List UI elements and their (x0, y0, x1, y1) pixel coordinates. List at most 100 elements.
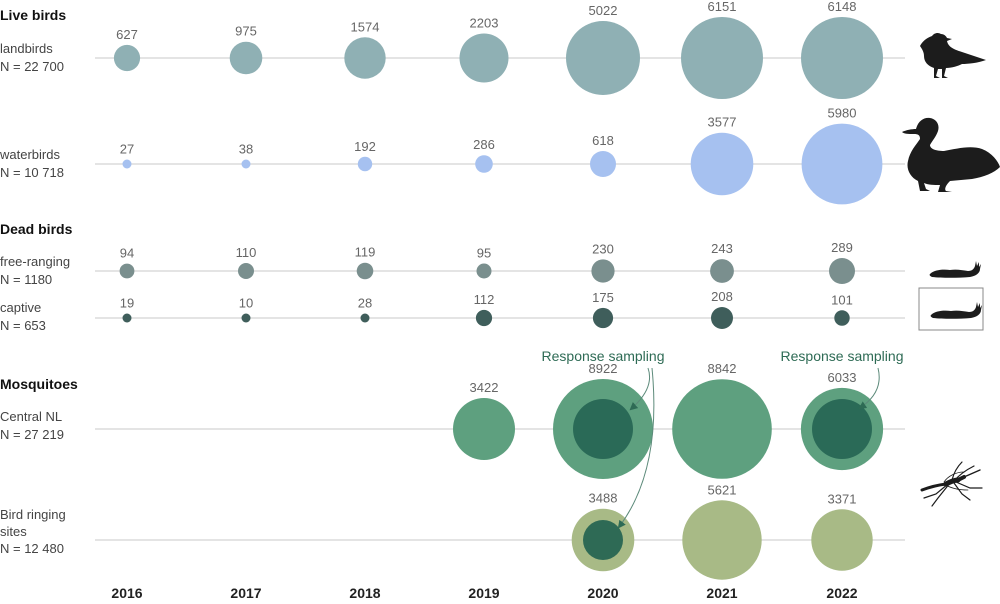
row-label-bird-ringing-sites: sites (0, 524, 27, 539)
bubble-free-ranging-2018 (356, 262, 374, 280)
row-n-bird-ringing: N = 12 480 (0, 541, 64, 556)
value-label-waterbirds-2019: 286 (473, 137, 495, 152)
bubble-landbirds-2022 (801, 17, 883, 99)
bubble-landbirds-2017 (229, 41, 263, 75)
value-label-captive-2017: 10 (239, 296, 253, 311)
bubble-landbirds-2019 (459, 33, 509, 83)
row-n-waterbirds: N = 10 718 (0, 165, 64, 180)
row-label-landbirds: landbirds (0, 41, 53, 56)
value-label-landbirds-2016: 627 (116, 27, 138, 42)
value-label-waterbirds-2018: 192 (354, 139, 376, 154)
row-label-waterbirds: waterbirds (0, 147, 60, 162)
year-label-2020: 2020 (587, 585, 618, 601)
group-title-mosquitoes: Mosquitoes (0, 376, 78, 392)
year-label-2016: 2016 (111, 585, 142, 601)
value-label-captive-2022: 101 (831, 292, 853, 307)
duck-icon (902, 117, 1000, 192)
bubbles-layer: 627 975 1574 2203 5022 6151 6148 27 38 192 286 618 3… (113, 0, 884, 580)
value-label-free-ranging-2018: 119 (355, 245, 376, 260)
value-label-waterbirds-2021: 3577 (708, 115, 737, 130)
bubble-captive-2019 (475, 309, 493, 327)
annotation-arrow-central-2020 (629, 367, 651, 411)
value-label-waterbirds-2022: 5980 (828, 106, 857, 121)
bubble-free-ranging-2021 (710, 259, 734, 283)
value-label-central-nl-2022: 6033 (828, 370, 857, 385)
bubble-waterbirds-2018 (357, 156, 373, 172)
dead-bird-icon (929, 261, 981, 278)
bubble-captive-2022 (834, 310, 850, 326)
bubble-bird-ringing-2022 (811, 509, 873, 571)
bubble-free-ranging-2017 (238, 263, 254, 279)
annotation-arrow-central-2022 (858, 367, 880, 410)
value-label-landbirds-2022: 6148 (828, 0, 857, 14)
value-label-bird-ringing-2021: 5621 (708, 482, 737, 497)
mosquito-icon (920, 461, 983, 507)
bubble-landbirds-2020 (566, 21, 640, 95)
value-label-captive-2021: 208 (711, 289, 733, 304)
value-label-landbirds-2018: 1574 (351, 19, 380, 34)
bubble-landbirds-2021 (681, 17, 763, 99)
bubble-captive-2017 (241, 313, 251, 323)
bird-icon (920, 32, 986, 78)
bubble-inner-central-nl-2022 (812, 399, 872, 459)
captive-enclosure-box (918, 287, 984, 331)
bubble-free-ranging-2020 (591, 259, 615, 283)
value-label-captive-2020: 175 (592, 290, 614, 305)
row-label-central-nl: Central NL (0, 409, 62, 424)
value-label-waterbirds-2016: 27 (120, 142, 134, 157)
value-label-free-ranging-2022: 289 (831, 240, 853, 255)
year-label-2021: 2021 (706, 585, 737, 601)
value-label-bird-ringing-2022: 3371 (828, 491, 857, 506)
row-n-landbirds: N = 22 700 (0, 59, 64, 74)
bubble-waterbirds-2016 (122, 159, 132, 169)
value-label-bird-ringing-2020: 3488 (589, 491, 618, 506)
bubble-free-ranging-2022 (829, 258, 855, 284)
row-label-bird-ringing: Bird ringing (0, 507, 66, 522)
value-label-captive-2018: 28 (358, 296, 372, 311)
bubble-waterbirds-2022 (801, 123, 883, 205)
bubble-captive-2018 (360, 313, 370, 323)
group-title-live-birds: Live birds (0, 7, 66, 23)
value-label-central-nl-2021: 8842 (708, 361, 737, 376)
year-label-2022: 2022 (826, 585, 857, 601)
dead-bird-captive-icon (930, 302, 982, 319)
bubble-landbirds-2018 (344, 37, 386, 79)
bubble-captive-2016 (122, 313, 132, 323)
bubble-waterbirds-2020 (590, 151, 616, 177)
row-n-captive: N = 653 (0, 318, 46, 333)
value-label-waterbirds-2017: 38 (239, 142, 253, 157)
value-label-free-ranging-2019: 95 (477, 246, 491, 261)
year-axis: 2016 2017 2018 2019 2020 2021 2022 (111, 585, 857, 601)
value-label-free-ranging-2017: 110 (236, 245, 257, 260)
value-label-central-nl-2019: 3422 (470, 380, 499, 395)
annotation-response-sampling-2022: Response sampling (781, 348, 904, 364)
bubble-inner-bird-ringing-2020 (583, 520, 623, 560)
bubble-landbirds-2016 (113, 44, 141, 72)
year-label-2018: 2018 (349, 585, 380, 601)
bubble-free-ranging-2019 (476, 263, 492, 279)
value-label-landbirds-2021: 6151 (708, 0, 737, 14)
bubble-free-ranging-2016 (119, 263, 135, 279)
annotation-response-sampling-2020: Response sampling (542, 348, 665, 364)
value-label-central-nl-2020: 8922 (589, 361, 618, 376)
bubble-captive-2021 (711, 307, 733, 329)
annotation-arrow-ringing-2020 (617, 367, 655, 529)
value-label-landbirds-2017: 975 (235, 24, 257, 39)
year-label-2017: 2017 (230, 585, 261, 601)
bubble-bird-ringing-2021 (682, 500, 762, 580)
value-label-free-ranging-2021: 243 (711, 241, 733, 256)
row-label-free-ranging: free-ranging (0, 254, 70, 269)
value-label-captive-2016: 19 (120, 296, 134, 311)
value-label-captive-2019: 112 (474, 292, 495, 307)
group-title-dead-birds: Dead birds (0, 221, 73, 237)
bubble-waterbirds-2017 (241, 159, 251, 169)
value-label-waterbirds-2020: 618 (592, 133, 614, 148)
bubble-captive-2020 (592, 307, 614, 329)
bubble-waterbirds-2021 (690, 132, 754, 196)
row-label-captive: captive (0, 300, 41, 315)
value-label-landbirds-2019: 2203 (470, 16, 499, 31)
value-label-landbirds-2020: 5022 (589, 3, 618, 18)
bubble-inner-central-nl-2020 (573, 399, 633, 459)
bubble-waterbirds-2019 (475, 155, 493, 173)
